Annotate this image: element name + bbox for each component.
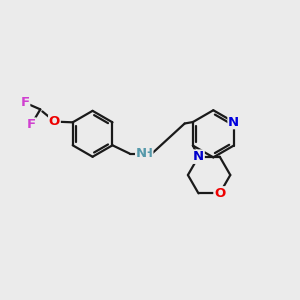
Text: H: H — [143, 147, 153, 160]
Text: N: N — [136, 147, 147, 160]
Text: F: F — [27, 118, 36, 131]
Text: F: F — [20, 96, 30, 110]
Text: N: N — [193, 150, 204, 163]
Text: O: O — [49, 115, 60, 128]
Text: N: N — [228, 116, 239, 128]
Text: O: O — [214, 187, 225, 200]
